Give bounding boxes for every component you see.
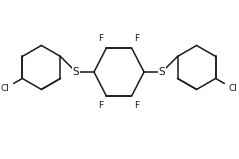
Text: Cl: Cl — [0, 84, 10, 93]
Text: F: F — [134, 101, 140, 110]
Text: F: F — [134, 34, 140, 43]
Text: Cl: Cl — [228, 84, 237, 93]
Text: S: S — [73, 67, 79, 77]
Text: F: F — [98, 101, 104, 110]
Text: F: F — [98, 34, 104, 43]
Text: S: S — [159, 67, 165, 77]
